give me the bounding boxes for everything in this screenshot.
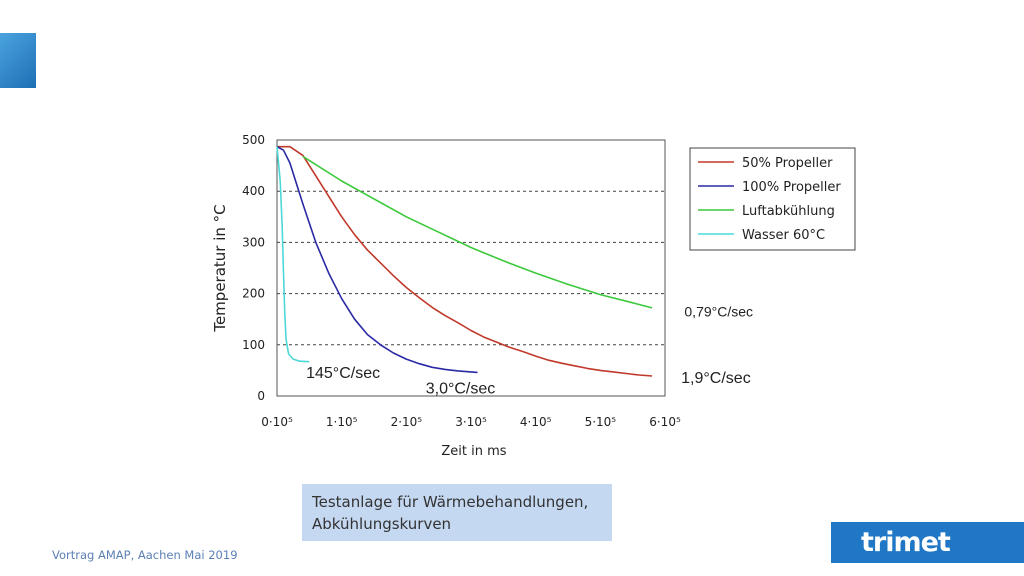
y-tick-label: 500 bbox=[242, 133, 265, 147]
series-layer bbox=[276, 145, 653, 377]
series-line-2 bbox=[302, 155, 653, 309]
x-tick-label: 4·10⁵ bbox=[520, 415, 552, 429]
legend-label: 100% Propeller bbox=[742, 180, 841, 195]
series-line-1 bbox=[276, 145, 478, 374]
x-tick-label: 1·10⁵ bbox=[326, 415, 358, 429]
caption-line-2: Abkühlungskurven bbox=[312, 515, 452, 533]
footer-text: Vortrag AMAP, Aachen Mai 2019 bbox=[52, 548, 238, 562]
x-tick-label: 0·10⁵ bbox=[261, 415, 293, 429]
rate-annotation: 145°C/sec bbox=[306, 365, 380, 382]
rate-annotation: 3,0°C/sec bbox=[426, 380, 496, 397]
x-tick-label: 6·10⁵ bbox=[649, 415, 681, 429]
chart-grid bbox=[277, 190, 665, 346]
caption-line-1: Testanlage für Wärmebehandlungen, bbox=[312, 493, 589, 511]
legend-label: 50% Propeller bbox=[742, 156, 833, 171]
x-tick-label: 5·10⁵ bbox=[585, 415, 617, 429]
trimet-logo: trimet bbox=[831, 522, 1024, 563]
x-tick-label: 2·10⁵ bbox=[391, 415, 423, 429]
legend-box bbox=[689, 147, 856, 251]
annotations: 145°C/sec 3,0°C/sec 1,9°C/sec 0,79°C/sec bbox=[306, 304, 753, 398]
caption-box: Testanlage für Wärmebehandlungen, Abkühl… bbox=[302, 484, 612, 541]
x-axis-label: Zeit in ms bbox=[441, 444, 506, 459]
tick-labels: 0 100 200 300 400 500 0·10⁵ 1·10⁵ 2·10⁵ 3·10⁵ 4·10… bbox=[242, 133, 681, 429]
x-tick-label: 3·10⁵ bbox=[455, 415, 487, 429]
legend-label: Luftabkühlung bbox=[742, 204, 835, 219]
accent-bar bbox=[0, 33, 36, 88]
rate-annotation: 1,9°C/sec bbox=[681, 370, 751, 387]
plot-area-frame bbox=[276, 139, 666, 397]
y-tick-label: 400 bbox=[242, 184, 265, 198]
legend-label: Wasser 60°C bbox=[742, 228, 825, 243]
y-tick-label: 100 bbox=[242, 338, 265, 352]
y-tick-label: 300 bbox=[242, 235, 265, 249]
y-tick-label: 200 bbox=[242, 287, 265, 301]
legend: 50% Propeller 100% Propeller Luftabkühlung… bbox=[689, 147, 856, 251]
rate-annotation: 0,79°C/sec bbox=[684, 304, 753, 320]
series-line-0 bbox=[277, 145, 653, 377]
y-tick-label: 0 bbox=[257, 389, 265, 403]
y-axis-label: Temperatur in °C bbox=[211, 204, 229, 332]
series-line-3 bbox=[276, 146, 310, 363]
